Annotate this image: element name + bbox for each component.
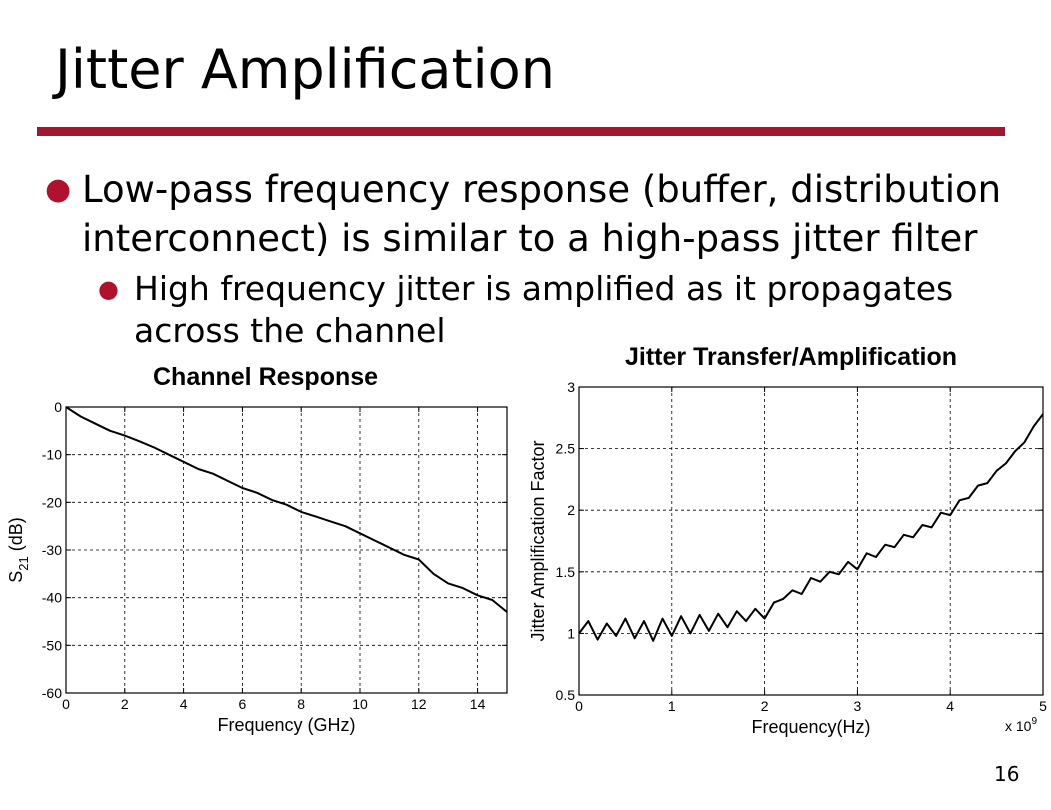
series-line: [578, 413, 1044, 642]
x-tick-label: 12: [411, 696, 427, 712]
slide-title: Jitter Amplification: [55, 38, 555, 101]
bullet-text: High frequency jitter is amplified as it…: [134, 269, 954, 350]
y-tick-label: 1.5: [556, 564, 576, 580]
y-tick-label: 0.5: [556, 687, 576, 703]
x-tick-label: 4: [946, 698, 954, 714]
y-tick-label: -30: [42, 542, 62, 558]
y-tick-label: -20: [42, 494, 62, 510]
x-tick-label: 0: [575, 698, 583, 714]
x-axis-label: Frequency(Hz): [751, 717, 870, 737]
x-tick-label: 3: [854, 698, 862, 714]
y-tick-label: -40: [42, 590, 62, 606]
x-tick-label: 14: [470, 696, 486, 712]
series-line: [65, 406, 508, 613]
x-tick-label: 1: [668, 698, 676, 714]
y-tick-label: -50: [42, 637, 62, 653]
x-tick-label: 6: [239, 696, 247, 712]
x-tick-label: 0: [62, 696, 70, 712]
y-axis-label: Jitter Amplification Factor: [528, 440, 548, 641]
x-tick-label: 2: [761, 698, 769, 714]
chart-title-jitter: Jitter Transfer/Amplification: [625, 343, 958, 371]
x-axis-label: Frequency (GHz): [217, 715, 355, 735]
chart-title-channel: Channel Response: [153, 363, 379, 391]
y-tick-label: 1: [567, 625, 575, 641]
plot-area: [578, 386, 1044, 696]
bullet-text: Low-pass frequency response (buffer, dis…: [82, 168, 1002, 260]
y-tick-label: -60: [42, 685, 62, 701]
y-tick-label: 0: [54, 399, 62, 415]
y-tick-label: 2: [567, 502, 575, 518]
x-tick-label: 10: [352, 696, 368, 712]
bullet-dot: ●: [45, 172, 72, 207]
title-divider: [37, 127, 1005, 136]
y-tick-label: 3: [567, 379, 575, 395]
page-number: 16: [994, 762, 1020, 786]
y-axis-label: S21 (dB): [6, 517, 31, 583]
x-axis-multiplier: x 109: [1005, 716, 1037, 734]
bullet-dot: ●: [98, 275, 119, 303]
x-tick-label: 4: [180, 696, 188, 712]
y-tick-label: -10: [42, 447, 62, 463]
x-tick-label: 8: [297, 696, 305, 712]
y-tick-label: 2.5: [556, 441, 576, 457]
x-tick-label: 5: [1039, 698, 1047, 714]
x-tick-label: 2: [121, 696, 129, 712]
